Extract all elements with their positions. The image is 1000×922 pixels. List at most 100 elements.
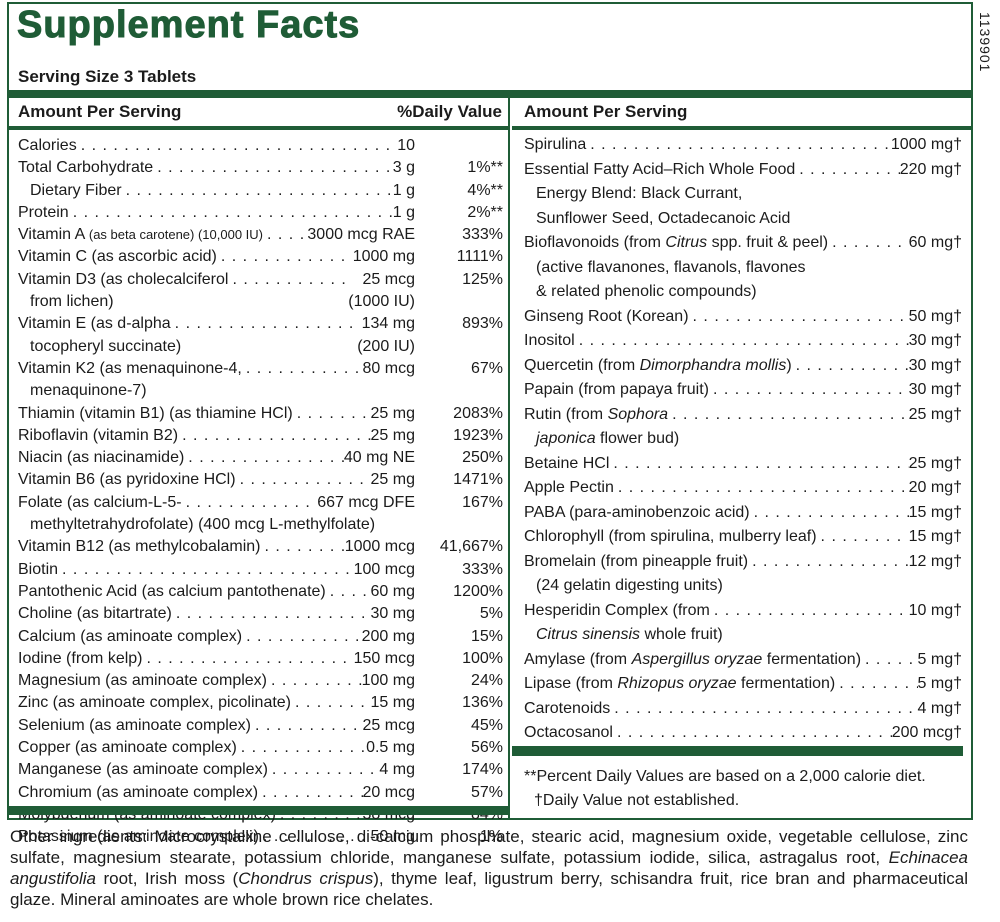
nutrient-row: Niacin (as niacinamide) 40 mg NE 250% (18, 447, 503, 469)
text: Lipase (from (524, 675, 618, 692)
text: Dietary Fiber (30, 181, 122, 199)
amount: 20 mg† (908, 479, 962, 496)
left-rows: Calories 10 Total Carbohydrate 3 g 1%** Dieta… (18, 135, 503, 849)
nutrient-row: Vitamin B12 (as methylcobalamin) 1000 mcg… (18, 536, 503, 558)
text: (active flavanones, flavanols, flavones (536, 258, 806, 276)
text: Vitamin D3 (as cholecalciferol (18, 270, 229, 288)
text: PABA (para-aminobenzoic acid) (524, 503, 750, 521)
daily-value: 1923% (453, 426, 503, 444)
nutrient-name: Citrus sinensis whole fruit) (524, 623, 962, 648)
text: Vitamin B6 (as pyridoxine HCl) (18, 471, 236, 489)
nutrient-row: Betaine HCl 25 mg† (524, 452, 962, 477)
right-rows: Spirulina 1000 mg† Essential Fatty Acid–Ri… (524, 133, 962, 746)
nutrient-name: Protein (18, 202, 393, 224)
text: Amylase (from (524, 650, 632, 668)
nutrient-name: Choline (as bitartrate) (18, 603, 371, 625)
name-line: Ginseng Root (Korean) (524, 305, 689, 330)
nutrient-name: Vitamin D3 (as cholecalciferol (18, 269, 348, 291)
name-line: Total Carbohydrate (18, 157, 153, 179)
nutrient-name: Vitamin A (as beta carotene) (10,000 IU) (18, 224, 307, 246)
name-line: japonica flower bud) (536, 427, 679, 452)
right-header-bar (512, 126, 971, 130)
italic-text: Sophora (607, 405, 669, 423)
name-line: Vitamin D3 (as cholecalciferol (18, 269, 228, 291)
nutrient-row: Chlorophyll (from spirulina, mulberry le… (524, 525, 962, 550)
text: Energy Blend: Black Currant, (536, 185, 743, 202)
name-line: Thiamin (vitamin B1) (as thiamine HCl) (18, 403, 293, 425)
daily-value: 174% (462, 761, 503, 779)
name-line: Niacin (as niacinamide) (18, 447, 184, 469)
name-line: Octacosanol (524, 721, 613, 746)
text: Protein (18, 203, 69, 221)
daily-value: 333% (462, 560, 503, 578)
text: Biotin (18, 560, 59, 578)
nutrient-name: Niacin (as niacinamide) (18, 447, 344, 469)
footnotes: **Percent Daily Values are based on a 2,… (524, 765, 926, 813)
nutrient-row: Essential Fatty Acid–Rich Whole Food 220 … (524, 158, 962, 232)
nutrient-name: Lipase (from Rhizopus oryzae fermentatio… (524, 672, 918, 697)
nutrient-row: Total Carbohydrate 3 g 1%** (18, 157, 503, 179)
nutrient-row: Ginseng Root (Korean) 50 mg† (524, 305, 962, 330)
amount: 30 mg (370, 605, 415, 623)
nutrient-row: Protein 1 g 2%** (18, 202, 503, 224)
text: Niacin (as niacinamide) (18, 449, 185, 467)
daily-value: 1471% (453, 471, 503, 489)
amount: 1000 mg (352, 248, 415, 266)
amount: 667 mcg DFE (317, 493, 415, 511)
amount: 1000 mg† (890, 136, 962, 153)
right-heading-amount: Amount Per Serving (524, 102, 688, 121)
text: root, Irish moss ( (96, 869, 239, 888)
daily-value: 893% (462, 315, 503, 333)
nutrient-row: Choline (as bitartrate) 30 mg 5% (18, 603, 503, 625)
name-line: menaquinone-7) (30, 380, 147, 402)
nutrient-row: Dietary Fiber 1 g 4%** (18, 180, 503, 202)
nutrient-row: Vitamin D3 (as cholecalciferol 25 mcg 125%… (18, 269, 503, 314)
name-line: Vitamin E (as d-alpha (18, 313, 171, 335)
nutrient-name: Papain (from papaya fruit) (524, 378, 909, 403)
nutrient-name: Biotin (18, 559, 354, 581)
amount: 20 mcg (362, 783, 415, 801)
name-line: Hesperidin Complex (from (524, 599, 710, 624)
amount: 30 mg† (908, 332, 962, 349)
daily-value: 250% (462, 449, 503, 467)
serving-size: Serving Size 3 Tablets (18, 67, 197, 86)
text: methyltetrahydrofolate) (400 mcg L-methy… (30, 516, 376, 534)
name-line: Iodine (from kelp) (18, 648, 143, 670)
name-line: Selenium (as aminoate complex) (18, 715, 251, 737)
amount: 150 mcg (353, 649, 415, 667)
nutrient-row: Magnesium (as aminoate complex) 100 mg 24% (18, 670, 503, 692)
name-line: tocopheryl succinate) (30, 336, 181, 358)
nutrient-row: Manganese (as aminoate complex) 4 mg 174% (18, 759, 503, 781)
nutrient-name: Ginseng Root (Korean) (524, 305, 909, 330)
border-bottom (7, 818, 973, 820)
nutrient-row: Amylase (from Aspergillus oryzae ferment… (524, 648, 962, 673)
text: Essential Fatty Acid–Rich Whole Food (524, 160, 796, 178)
nutrient-row: Octacosanol 200 mcg† (524, 721, 962, 746)
italic-text: Citrus sinensis (536, 626, 641, 643)
other-ingredients: Other ingredients: Microcrystalline cell… (10, 826, 968, 910)
daily-value: 4%** (467, 181, 503, 199)
nutrient-name: Spirulina (524, 133, 891, 158)
text: tocopheryl succinate) (30, 337, 182, 355)
amount: 4 mg† (917, 699, 962, 717)
nutrient-row: Chromium (as aminoate complex) 20 mcg 57% (18, 782, 503, 804)
text: Sunflower Seed, Octadecanoic Acid (536, 209, 791, 227)
amount: 1 g (392, 181, 415, 199)
name-line: Chlorophyll (from spirulina, mulberry le… (524, 525, 817, 550)
amount: 100 mcg (353, 560, 415, 578)
name-line: Sunflower Seed, Octadecanoic Acid (536, 207, 790, 232)
nutrient-name: Riboflavin (vitamin B2) (18, 425, 371, 447)
amount: 40 mg NE (343, 449, 415, 467)
daily-value: 24% (470, 672, 503, 690)
daily-value: 167% (462, 493, 503, 511)
name-line: Biotin (18, 559, 58, 581)
text: Choline (as bitartrate) (18, 605, 172, 623)
name-line: Essential Fatty Acid–Rich Whole Food (524, 158, 795, 183)
name-line: Quercetin (from Dimorphandra mollis) (524, 354, 792, 379)
text: Magnesium (as aminoate complex) (18, 672, 267, 690)
name-line: Dietary Fiber (30, 180, 122, 202)
name-line: Zinc (as aminoate complex, picolinate) (18, 692, 291, 714)
nutrient-name: Essential Fatty Acid–Rich Whole Food (524, 158, 900, 183)
nutrient-name: from lichen) (18, 291, 348, 313)
name-line: Manganese (as aminoate complex) (18, 759, 268, 781)
